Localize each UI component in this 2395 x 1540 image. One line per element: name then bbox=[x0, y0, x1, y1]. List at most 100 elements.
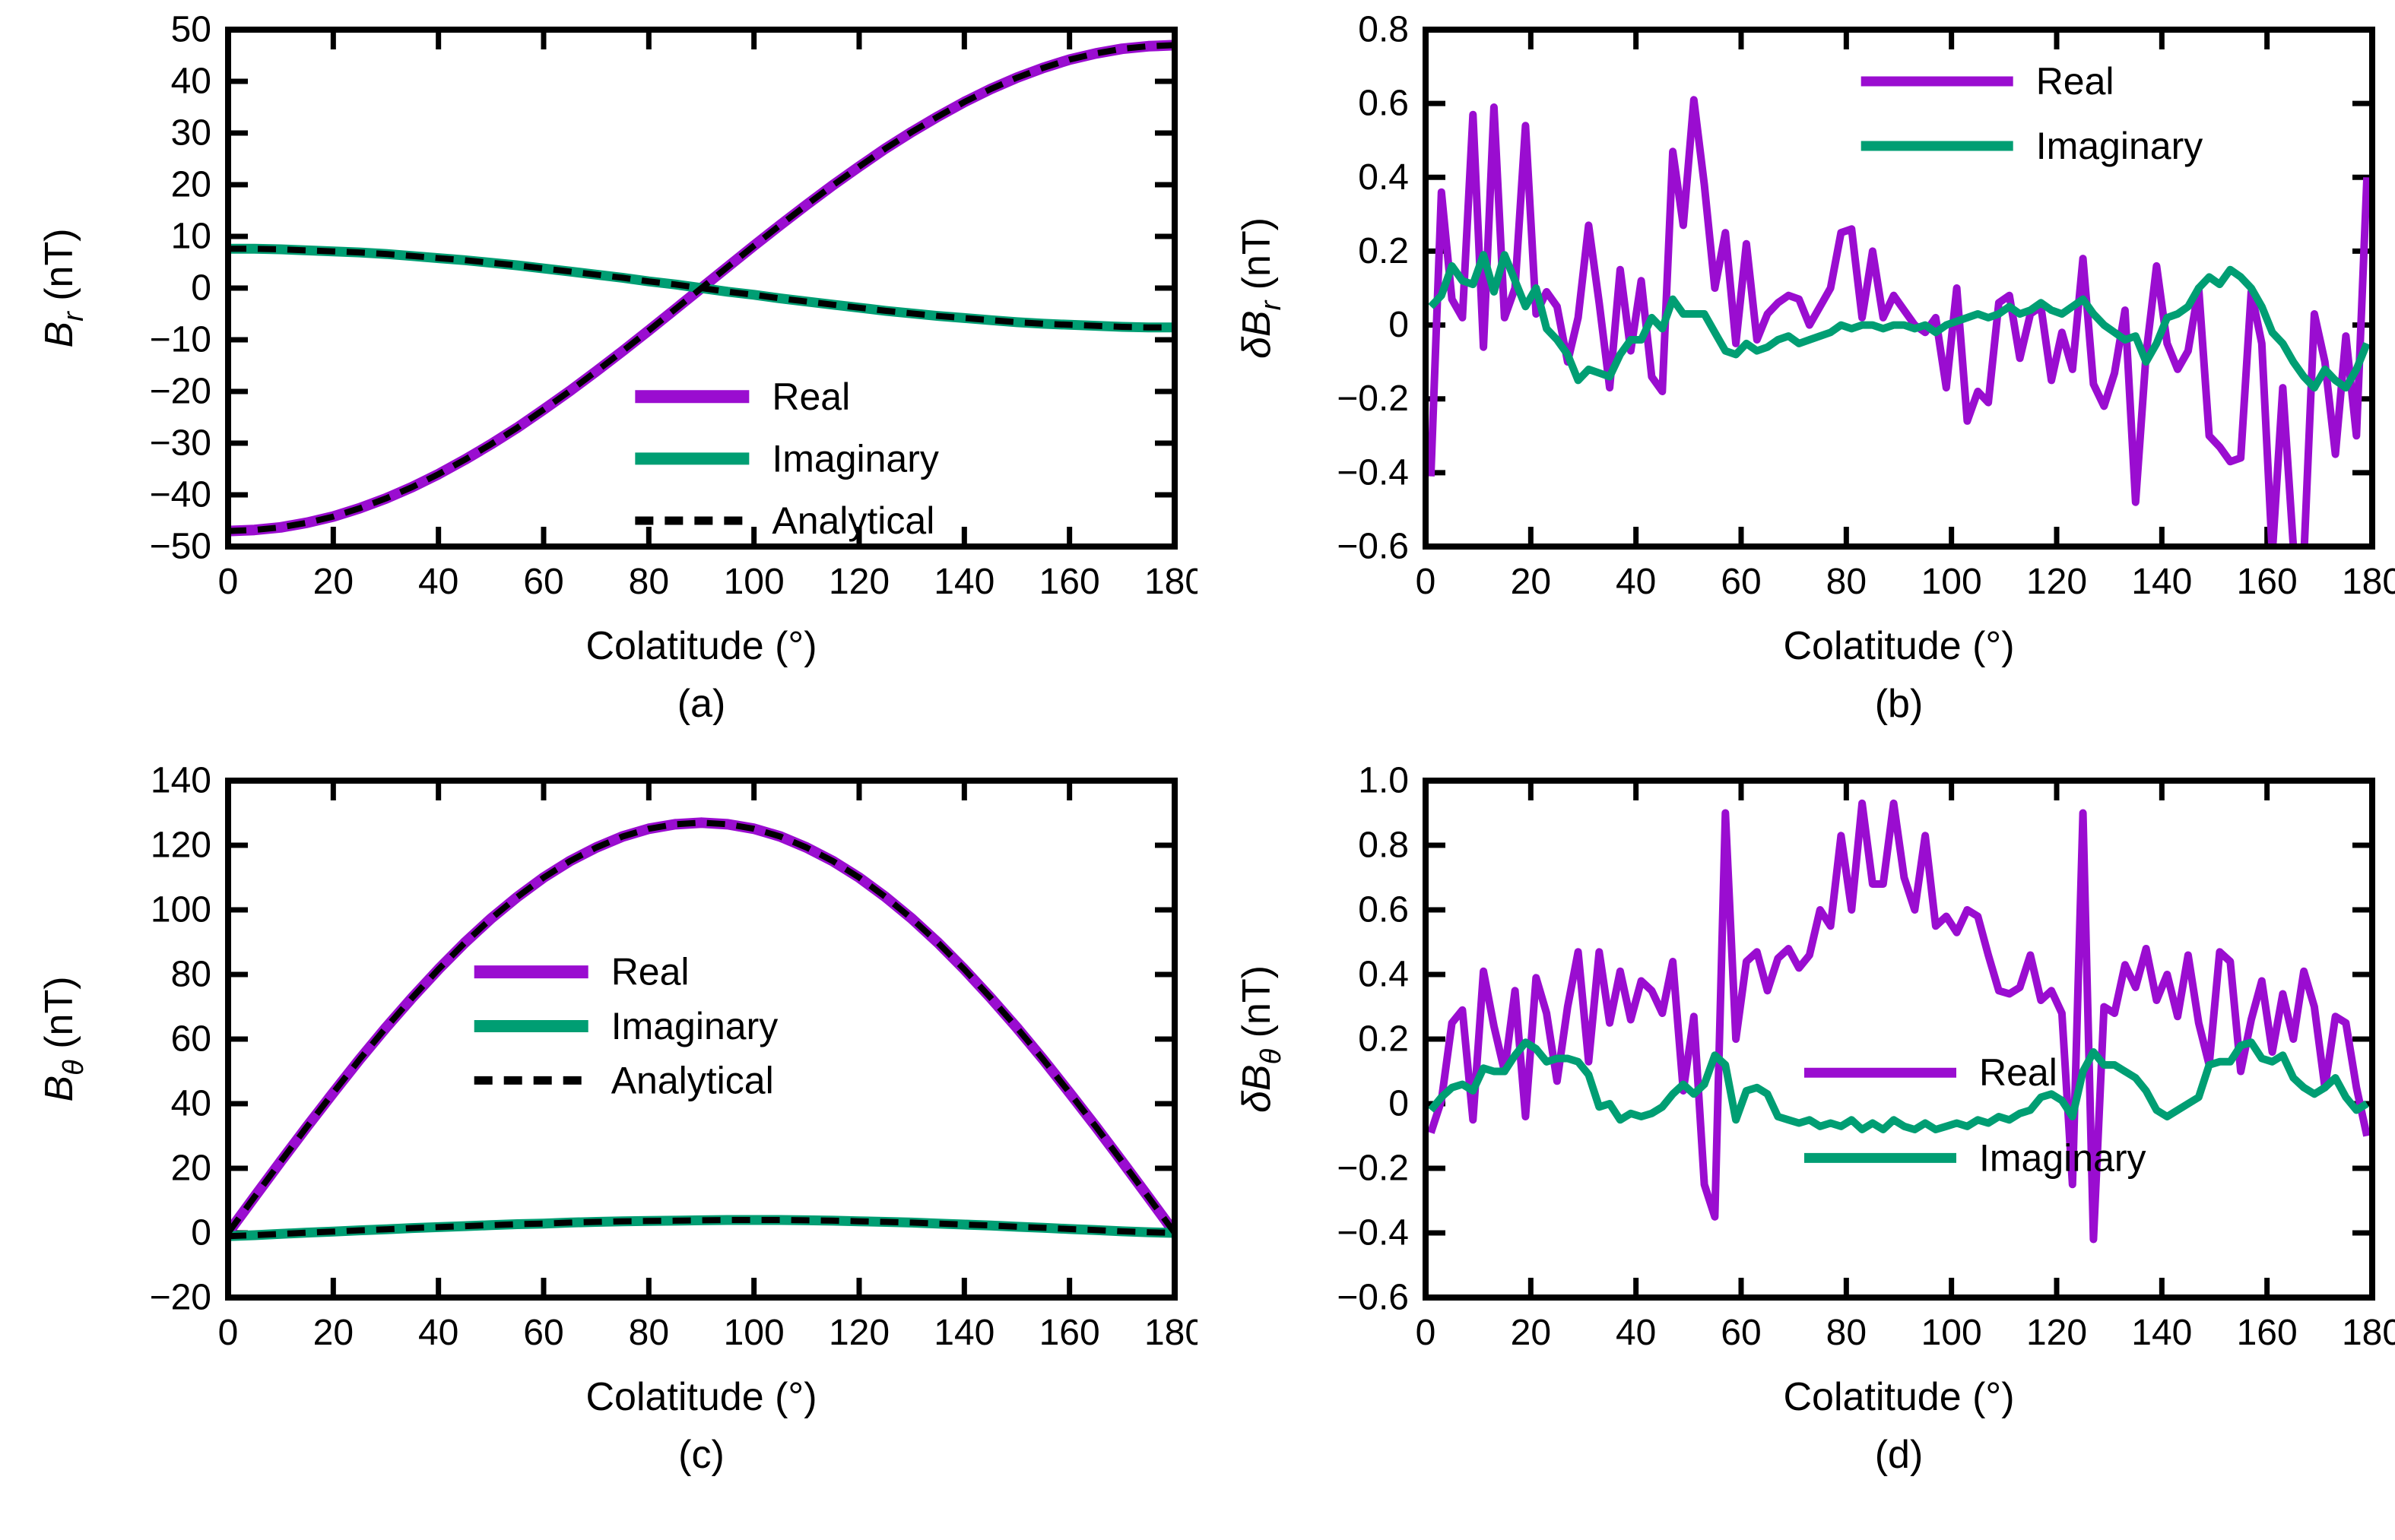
svg-text:100: 100 bbox=[1921, 562, 1982, 602]
svg-text:60: 60 bbox=[523, 562, 563, 602]
svg-text:160: 160 bbox=[2237, 1313, 2298, 1353]
svg-text:0.8: 0.8 bbox=[1358, 825, 1409, 866]
svg-text:50: 50 bbox=[171, 11, 211, 50]
svg-text:40: 40 bbox=[171, 62, 211, 102]
svg-text:100: 100 bbox=[724, 562, 785, 602]
svg-text:−0.2: −0.2 bbox=[1337, 1149, 1409, 1189]
panel-d-chart: 0 20 40 60 80 100 120 140 160 180 1.0 0.8 0.6 0.4 0.2 0… bbox=[1235, 762, 2395, 1419]
panel-d-caption: (d) bbox=[1874, 1433, 1924, 1477]
svg-text:100: 100 bbox=[724, 1313, 785, 1353]
svg-text:140: 140 bbox=[2131, 562, 2192, 602]
svg-text:−0.4: −0.4 bbox=[1337, 452, 1409, 493]
svg-text:30: 30 bbox=[171, 113, 211, 154]
svg-text:120: 120 bbox=[2026, 1313, 2087, 1353]
svg-text:Analytical: Analytical bbox=[772, 499, 934, 542]
svg-text:180: 180 bbox=[2342, 1313, 2395, 1353]
svg-text:80: 80 bbox=[1826, 562, 1867, 602]
svg-text:100: 100 bbox=[1921, 1313, 1982, 1353]
svg-text:Colatitude (°): Colatitude (°) bbox=[1783, 624, 2014, 668]
svg-text:0.4: 0.4 bbox=[1358, 955, 1409, 995]
svg-text:0: 0 bbox=[1416, 1313, 1436, 1353]
svg-text:Real: Real bbox=[611, 951, 690, 993]
svg-text:120: 120 bbox=[2026, 562, 2087, 602]
svg-text:Bθ (nT): Bθ (nT) bbox=[37, 976, 90, 1101]
svg-text:140: 140 bbox=[2131, 1313, 2192, 1353]
svg-text:40: 40 bbox=[418, 1313, 458, 1353]
svg-text:20: 20 bbox=[313, 1313, 354, 1353]
svg-text:140: 140 bbox=[934, 562, 994, 602]
svg-text:0: 0 bbox=[1416, 562, 1436, 602]
svg-text:Imaginary: Imaginary bbox=[772, 437, 939, 480]
svg-text:40: 40 bbox=[1616, 1313, 1656, 1353]
svg-text:0.8: 0.8 bbox=[1358, 11, 1409, 50]
svg-text:−20: −20 bbox=[150, 1278, 211, 1318]
svg-text:−0.6: −0.6 bbox=[1337, 527, 1409, 567]
svg-text:Real: Real bbox=[772, 375, 850, 418]
svg-text:−0.2: −0.2 bbox=[1337, 379, 1409, 419]
svg-text:1.0: 1.0 bbox=[1358, 762, 1409, 801]
svg-text:−30: −30 bbox=[150, 423, 211, 464]
panel-c: 0 20 40 60 80 100 120 140 160 180 140 120 100 80 60 40 2… bbox=[0, 762, 1198, 1487]
svg-text:20: 20 bbox=[1511, 562, 1551, 602]
svg-text:Real: Real bbox=[2036, 60, 2114, 103]
svg-text:Imaginary: Imaginary bbox=[611, 1005, 779, 1047]
svg-text:Real: Real bbox=[1979, 1051, 2057, 1094]
panel-a-chart: 0 20 40 60 80 100 120 140 160 18050403020100−10−2… bbox=[37, 11, 1198, 668]
svg-text:120: 120 bbox=[829, 562, 890, 602]
svg-text:0.2: 0.2 bbox=[1358, 1019, 1409, 1060]
svg-text:0: 0 bbox=[1388, 305, 1409, 345]
svg-text:40: 40 bbox=[171, 1084, 211, 1124]
panel-b-chart: 0 20 40 60 80 100 120 140 160 1800.80.60.40.20−0.… bbox=[1235, 11, 2395, 668]
svg-text:160: 160 bbox=[1039, 562, 1100, 602]
svg-text:140: 140 bbox=[151, 762, 211, 801]
svg-text:Br (nT): Br (nT) bbox=[37, 228, 90, 347]
svg-text:80: 80 bbox=[1826, 1313, 1867, 1353]
svg-text:120: 120 bbox=[151, 825, 211, 866]
svg-text:100: 100 bbox=[151, 890, 211, 930]
svg-text:120: 120 bbox=[829, 1313, 890, 1353]
svg-text:0.4: 0.4 bbox=[1358, 157, 1409, 198]
svg-text:δBθ (nT): δBθ (nT) bbox=[1235, 965, 1287, 1113]
panel-a-caption: (a) bbox=[677, 682, 726, 726]
svg-text:60: 60 bbox=[523, 1313, 563, 1353]
svg-text:0.2: 0.2 bbox=[1358, 231, 1409, 271]
svg-text:0: 0 bbox=[191, 268, 211, 309]
svg-text:0: 0 bbox=[218, 1313, 239, 1353]
svg-text:0: 0 bbox=[218, 562, 239, 602]
svg-text:−50: −50 bbox=[150, 527, 211, 567]
svg-text:20: 20 bbox=[313, 562, 354, 602]
svg-text:180: 180 bbox=[1144, 562, 1198, 602]
svg-text:Colatitude (°): Colatitude (°) bbox=[1783, 1375, 2014, 1419]
svg-text:−20: −20 bbox=[150, 372, 211, 412]
svg-text:−40: −40 bbox=[150, 475, 211, 515]
svg-text:−10: −10 bbox=[150, 320, 211, 360]
svg-text:140: 140 bbox=[934, 1313, 994, 1353]
svg-text:Colatitude (°): Colatitude (°) bbox=[585, 1375, 817, 1419]
svg-text:180: 180 bbox=[1144, 1313, 1198, 1353]
svg-text:160: 160 bbox=[2237, 562, 2298, 602]
svg-text:20: 20 bbox=[1511, 1313, 1551, 1353]
svg-text:160: 160 bbox=[1039, 1313, 1100, 1353]
svg-text:40: 40 bbox=[418, 562, 458, 602]
svg-text:60: 60 bbox=[171, 1019, 211, 1060]
svg-text:Colatitude (°): Colatitude (°) bbox=[585, 624, 817, 668]
svg-text:Imaginary: Imaginary bbox=[1979, 1136, 2146, 1179]
panel-b-caption: (b) bbox=[1874, 682, 1924, 726]
svg-text:20: 20 bbox=[171, 165, 211, 205]
svg-text:80: 80 bbox=[629, 562, 669, 602]
panel-b: 0 20 40 60 80 100 120 140 160 180 0.8 0.6 0.4 0.2 0 −0.… bbox=[1198, 11, 2395, 736]
panel-a: 0 20 40 60 80 100 120 140 160 180 50 40 30 20 10 0 −10 −2… bbox=[0, 11, 1198, 736]
svg-text:20: 20 bbox=[171, 1149, 211, 1189]
figure-grid: 0 20 40 60 80 100 120 140 160 180 50 40 30 20 10 0 −10 −2… bbox=[0, 11, 2395, 1487]
svg-text:δBr (nT): δBr (nT) bbox=[1235, 217, 1287, 359]
svg-text:60: 60 bbox=[1721, 1313, 1761, 1353]
svg-text:80: 80 bbox=[171, 955, 211, 995]
svg-text:−0.4: −0.4 bbox=[1337, 1213, 1409, 1253]
svg-text:0: 0 bbox=[1388, 1084, 1409, 1124]
svg-text:0.6: 0.6 bbox=[1358, 84, 1409, 124]
svg-text:0.6: 0.6 bbox=[1358, 890, 1409, 930]
svg-text:80: 80 bbox=[629, 1313, 669, 1353]
panel-c-caption: (c) bbox=[678, 1433, 725, 1477]
svg-text:40: 40 bbox=[1616, 562, 1656, 602]
svg-text:10: 10 bbox=[171, 217, 211, 257]
